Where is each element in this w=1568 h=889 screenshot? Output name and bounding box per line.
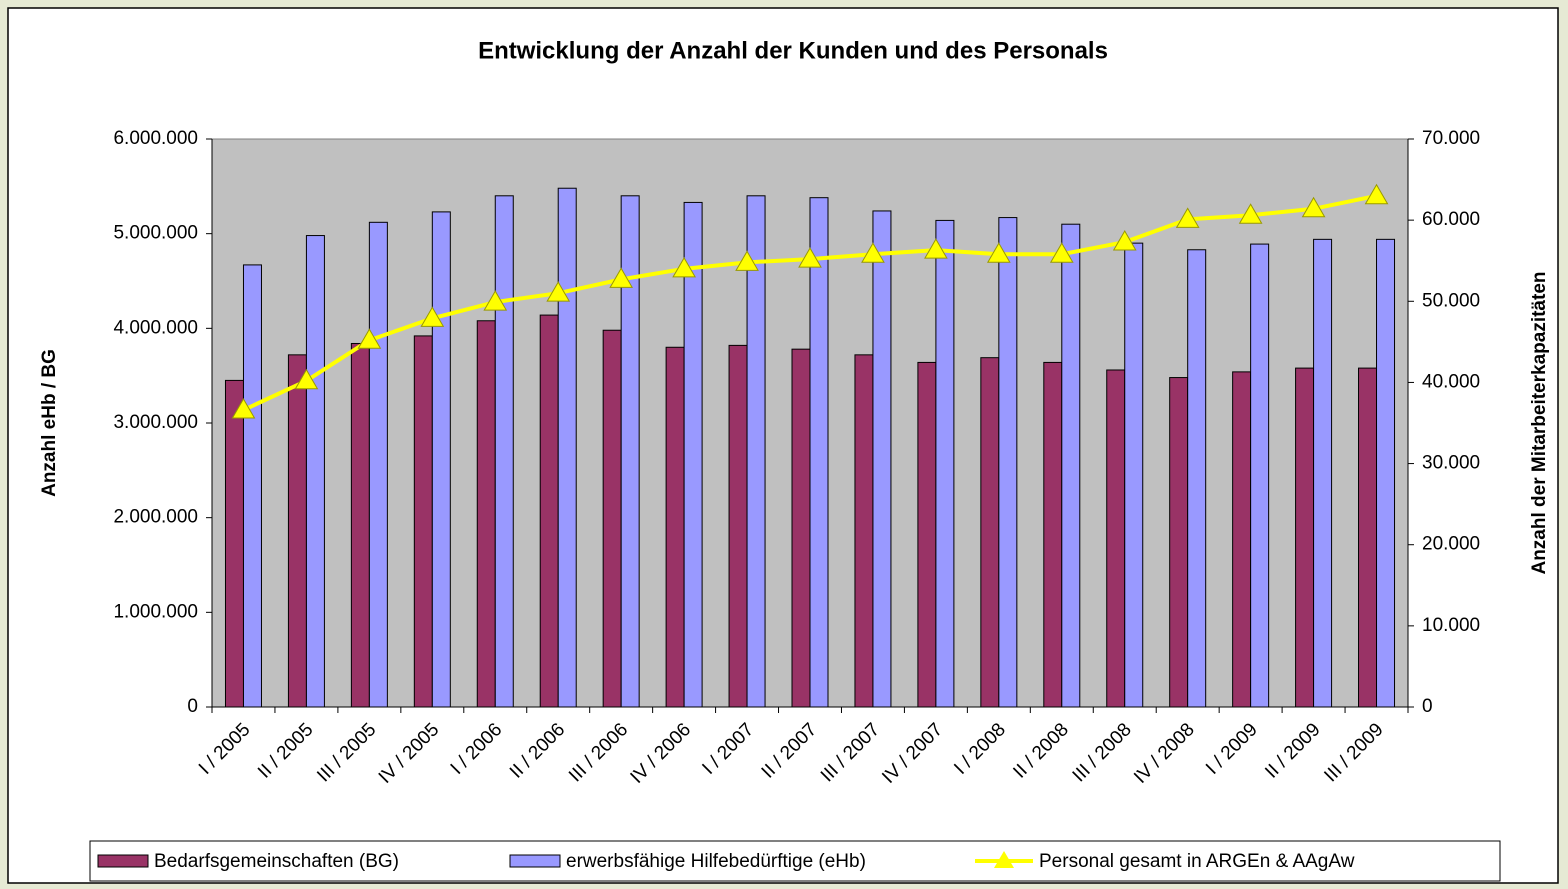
- y2-tick-label: 10.000: [1422, 615, 1480, 636]
- line-marker: [798, 247, 822, 268]
- line-marker: [1238, 203, 1263, 224]
- y2-tick-label: 50.000: [1422, 290, 1480, 311]
- chart-title: Entwicklung der Anzahl der Kunden und de…: [478, 37, 1108, 64]
- legend-swatch: [509, 854, 561, 868]
- bar: [1124, 242, 1144, 708]
- y2-tick-label: 20.000: [1422, 534, 1480, 555]
- legend-label: erwerbsfähige Hilfebedürftige (eHb): [566, 851, 866, 872]
- line-marker: [231, 398, 256, 419]
- bar: [1232, 371, 1252, 708]
- bar: [1061, 223, 1081, 708]
- line-marker: [294, 368, 319, 390]
- bar: [917, 361, 937, 708]
- y2-tick-label: 0: [1422, 696, 1433, 717]
- bar: [431, 211, 451, 708]
- y-tick-label: 4.000.000: [113, 317, 198, 338]
- bar: [1169, 377, 1189, 708]
- bar: [413, 335, 433, 708]
- y-tick-label: 3.000.000: [113, 412, 198, 433]
- y-tick-label: 0: [187, 696, 198, 717]
- line-marker: [1301, 196, 1326, 218]
- bar: [665, 346, 685, 708]
- bar: [287, 354, 307, 708]
- bar: [1106, 369, 1126, 708]
- bar: [476, 320, 496, 708]
- bar: [1187, 249, 1207, 708]
- line-marker: [986, 242, 1011, 263]
- legend: [89, 840, 1501, 882]
- line-marker: [1112, 230, 1137, 251]
- y2-tick-label: 30.000: [1422, 453, 1480, 474]
- bar: [620, 195, 640, 708]
- legend-swatch: [97, 854, 149, 868]
- bar: [1043, 361, 1063, 708]
- legend-swatch: [994, 851, 1014, 868]
- bar: [557, 187, 577, 708]
- line-marker: [483, 290, 508, 311]
- y2-tick-label: 60.000: [1422, 209, 1480, 230]
- bar: [368, 221, 388, 708]
- bar: [1358, 367, 1378, 708]
- legend-label: Bedarfsgemeinschaften (BG): [154, 851, 399, 872]
- y2-tick-label: 40.000: [1422, 371, 1480, 392]
- line-marker: [357, 328, 382, 349]
- y2-tick-label: 70.000: [1422, 128, 1480, 149]
- line-marker: [1049, 242, 1074, 263]
- bar: [1250, 243, 1270, 708]
- line-marker: [420, 306, 445, 327]
- bar: [539, 314, 559, 708]
- bar: [224, 379, 244, 708]
- line-marker: [546, 281, 571, 302]
- y2-axis-label: Anzahl der Mitarbeiterkapazitäten: [1529, 271, 1550, 574]
- bar: [1295, 367, 1315, 708]
- bar: [602, 329, 622, 708]
- line-marker: [924, 238, 948, 259]
- bar: [1313, 238, 1333, 708]
- y-tick-label: 2.000.000: [113, 507, 198, 528]
- bar: [854, 354, 874, 708]
- line-marker: [735, 250, 759, 271]
- bar: [1376, 238, 1396, 708]
- line-marker: [1175, 207, 1200, 228]
- line-marker: [1364, 183, 1389, 205]
- y-tick-label: 6.000.000: [113, 128, 198, 149]
- bar: [935, 219, 955, 708]
- bar: [305, 235, 325, 708]
- bar: [980, 357, 1000, 708]
- bar: [350, 342, 370, 708]
- bar: [998, 217, 1018, 708]
- bar: [809, 197, 829, 708]
- y-tick-label: 5.000.000: [113, 223, 198, 244]
- line-marker: [861, 242, 885, 263]
- bar: [242, 264, 262, 708]
- legend-label: Personal gesamt in ARGEn & AAgAw: [1039, 851, 1355, 872]
- line-marker: [609, 267, 634, 288]
- y-axis-label: Anzahl eHb / BG: [39, 349, 60, 497]
- bar: [746, 195, 766, 708]
- bar: [683, 201, 703, 708]
- bar: [791, 348, 811, 708]
- y-tick-label: 1.000.000: [113, 601, 198, 622]
- line-marker: [672, 256, 696, 278]
- bar: [872, 210, 892, 708]
- bar: [494, 195, 514, 708]
- bar: [728, 344, 748, 708]
